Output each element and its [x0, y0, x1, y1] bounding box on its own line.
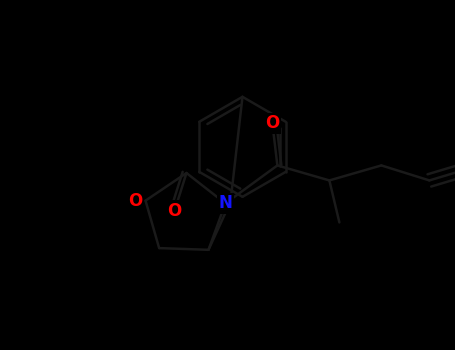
Text: O: O: [167, 202, 182, 220]
Text: O: O: [128, 192, 143, 210]
Text: O: O: [265, 114, 279, 132]
Text: N: N: [218, 194, 233, 212]
